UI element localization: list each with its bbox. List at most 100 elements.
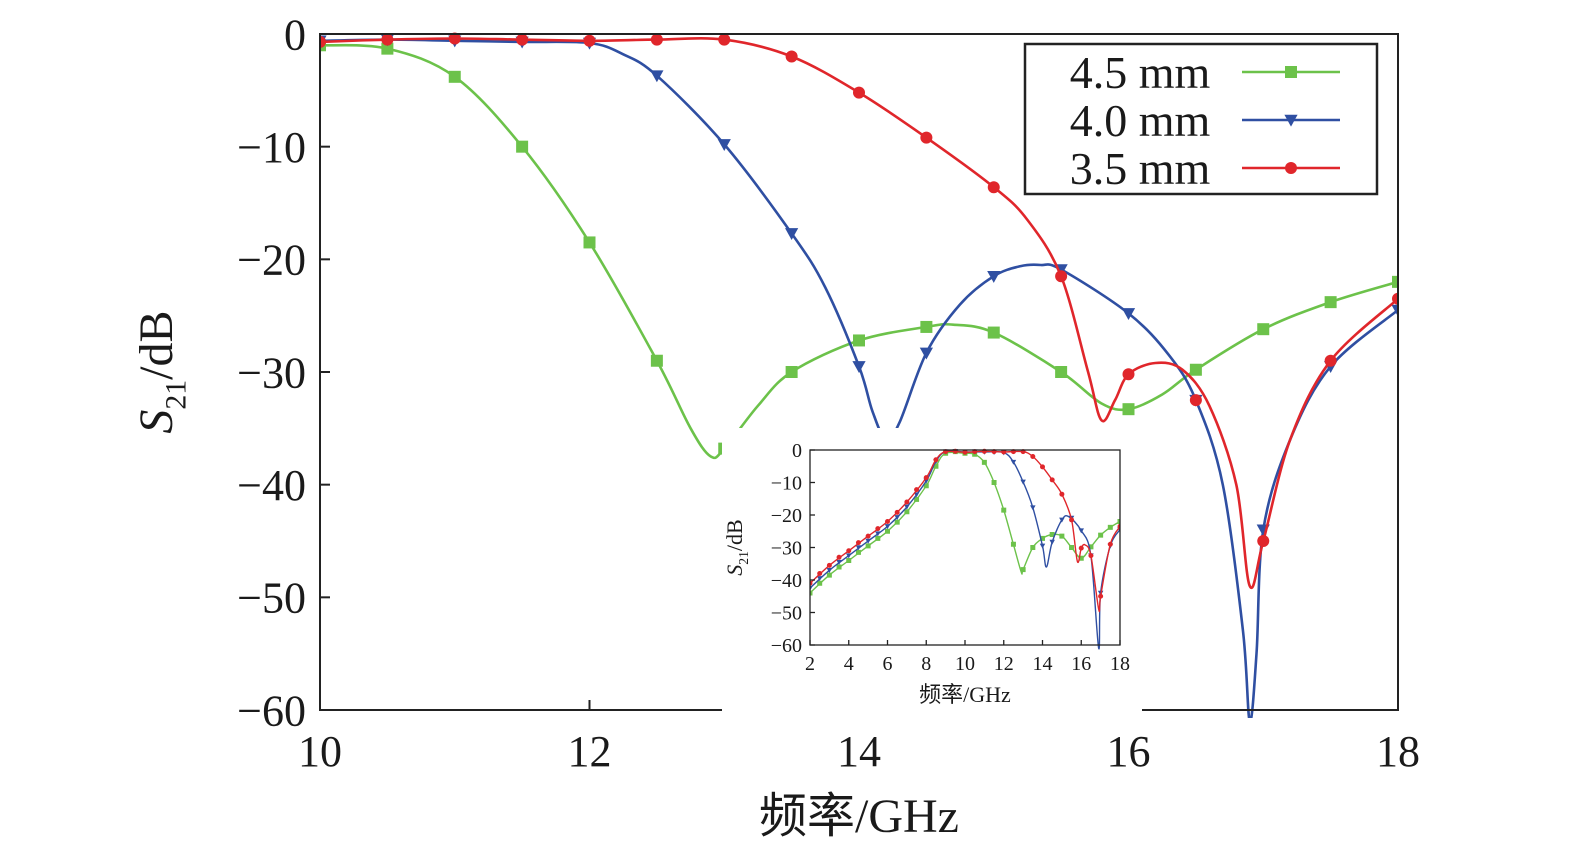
inset-data-point	[865, 538, 871, 544]
inset-x-tick-label: 6	[883, 653, 893, 675]
inset-x-axis-title: 频率/GHz	[919, 682, 1011, 707]
inset-data-point	[836, 554, 842, 560]
inset-data-point	[1001, 507, 1007, 513]
inset-data-point	[1059, 517, 1065, 523]
inset-data-point	[875, 535, 881, 541]
inset-data-point	[810, 585, 813, 591]
inset-data-point	[913, 492, 920, 498]
main-data-point	[381, 42, 394, 55]
main-data-point	[987, 181, 1000, 194]
inset-data-point	[855, 549, 861, 555]
inset-data-point	[933, 457, 939, 463]
main-data-point	[1055, 270, 1068, 283]
inset-y-tick-label: 0	[792, 440, 802, 462]
main-data-point	[381, 33, 394, 46]
inset-data-point	[1117, 519, 1120, 524]
main-x-tick-label: 14	[837, 727, 881, 776]
inset-y-tick-label: −60	[771, 635, 802, 657]
inset-data-point	[826, 562, 832, 568]
inset-data-point	[1030, 545, 1036, 550]
inset-data-point	[1020, 479, 1026, 485]
main-data-point	[987, 326, 1000, 339]
main-data-point	[920, 131, 933, 144]
main-series-3-5-mm	[320, 32, 1398, 590]
inset-data-point	[904, 504, 910, 510]
inset-x-tick-label: 8	[921, 653, 931, 675]
inset-data-point	[933, 463, 939, 469]
inset-data-point	[875, 531, 881, 537]
inset-data-point	[884, 524, 891, 530]
main-data-point	[919, 347, 933, 360]
main-data-point	[448, 70, 461, 83]
inset-data-point	[923, 475, 929, 481]
inset-data-point	[1098, 593, 1104, 599]
inset-data-point	[904, 509, 910, 515]
main-data-point	[852, 361, 866, 373]
inset-data-point	[1001, 449, 1007, 455]
main-data-point	[1122, 368, 1135, 381]
main-data-point	[785, 366, 798, 378]
main-y-tick-label: −50	[237, 574, 306, 623]
inset-y-tick-label: −10	[771, 473, 802, 495]
inset-y-tick-label: −50	[771, 603, 802, 625]
inset-data-point	[1040, 464, 1045, 470]
main-x-tick-label: 16	[1107, 727, 1151, 776]
inset-data-point	[991, 480, 997, 485]
inset-data-point	[1078, 528, 1084, 534]
main-x-tick-label: 10	[298, 727, 342, 776]
main-data-point	[448, 32, 461, 45]
inset-data-point	[826, 572, 832, 578]
main-data-point	[718, 33, 731, 46]
main-data-point	[516, 33, 529, 46]
inset-data-point	[865, 543, 871, 549]
legend: 4.5 mm4.0 mm3.5 mm	[1023, 42, 1379, 196]
inset-y-tick-label: −30	[771, 538, 802, 560]
main-data-point	[987, 270, 1001, 283]
inset-data-point	[885, 528, 890, 534]
inset-data-point	[1069, 545, 1075, 550]
inset-data-point	[1059, 491, 1065, 497]
inset-data-point	[904, 499, 910, 505]
inset-background	[722, 428, 1142, 718]
main-data-point	[785, 50, 798, 63]
inset-data-point	[1059, 533, 1065, 539]
main-data-point	[1055, 366, 1068, 378]
main-x-axis-title: 频率/GHz	[759, 790, 959, 843]
inset-data-point	[817, 571, 823, 576]
inset-x-tick-label: 18	[1110, 653, 1130, 675]
inset-data-point	[816, 576, 823, 582]
main-data-point	[1324, 354, 1337, 367]
inset-data-point	[836, 559, 842, 565]
inset-data-point	[1088, 544, 1094, 550]
main-data-point	[583, 34, 596, 47]
inset-data-point	[962, 449, 968, 455]
inset-data-point	[855, 545, 862, 551]
main-data-point	[1121, 308, 1136, 321]
inset-data-point	[817, 580, 823, 586]
main-data-point	[785, 228, 799, 241]
inset-data-point	[885, 519, 890, 524]
main-y-tick-label: −20	[237, 236, 306, 285]
main-data-point	[717, 139, 731, 152]
inset-data-point	[1010, 459, 1017, 465]
inset-series-4-5-mm	[810, 449, 1120, 596]
main-data-point	[1392, 275, 1398, 288]
inset-x-tick-label: 10	[955, 653, 975, 675]
main-x-tick-label: 12	[568, 727, 612, 776]
main-data-point	[920, 320, 933, 333]
inset-data-point	[846, 558, 852, 563]
main-data-point	[516, 140, 529, 153]
inset-data-point	[1040, 535, 1045, 541]
inset-data-point	[914, 496, 920, 502]
main-series-line	[320, 37, 1398, 590]
inset-x-tick-label: 16	[1071, 653, 1091, 675]
inset-data-point	[836, 564, 842, 570]
inset-x-tick-label: 4	[844, 653, 854, 675]
inset-data-point	[855, 540, 861, 546]
main-y-tick-label: −60	[237, 686, 306, 735]
inset-data-point	[875, 526, 881, 532]
main-y-tick-label: −10	[237, 123, 306, 172]
legend-label: 4.5 mm	[1070, 47, 1211, 98]
inset-data-point	[894, 509, 900, 515]
